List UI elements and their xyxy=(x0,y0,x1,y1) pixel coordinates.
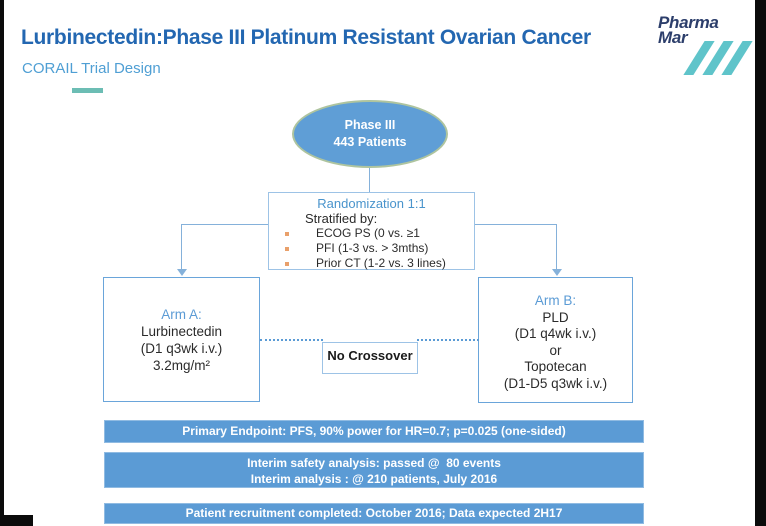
randomization-box: Randomization 1:1 Stratified by: ECOG PS… xyxy=(268,192,475,270)
letterbox-right xyxy=(755,0,766,526)
recruitment-banner: Patient recruitment completed: October 2… xyxy=(104,503,644,524)
connector-ellipse-to-randomization xyxy=(369,168,370,192)
interim-safety-text: Interim safety analysis: passed @ 80 eve… xyxy=(247,456,501,470)
pharmamar-logo: Pharma Mar xyxy=(656,13,755,77)
letterbox-bottom-left xyxy=(0,515,33,526)
arm-b-title: Arm B: xyxy=(534,293,577,308)
phase-ellipse: Phase III 443 Patients xyxy=(292,100,448,168)
slide-subtitle: CORAIL Trial Design xyxy=(22,60,161,77)
teal-dash-decoration xyxy=(72,88,103,93)
arm-a-line: (D1 q3wk i.v.) xyxy=(140,341,223,356)
interim-analysis-banner: Interim safety analysis: passed @ 80 eve… xyxy=(104,452,644,488)
primary-endpoint-banner: Primary Endpoint: PFS, 90% power for HR=… xyxy=(104,420,644,443)
arm-b-line: (D1-D5 q3wk i.v.) xyxy=(503,375,608,391)
interim-analysis-text: Interim analysis : @ 210 patients, July … xyxy=(250,472,498,486)
arm-a-title: Arm A: xyxy=(161,307,202,322)
arm-a-line: 3.2mg/m² xyxy=(152,358,210,373)
connector-left-vertical xyxy=(181,224,182,270)
arm-a-box: Arm A: Lurbinectedin (D1 q3wk i.v.) 3.2m… xyxy=(103,277,260,402)
no-crossover-dotted-line-right xyxy=(417,339,479,341)
logo-word-pharma: Pharma xyxy=(658,13,719,32)
stratification-list: ECOG PS (0 vs. ≥1 PFI (1-3 vs. > 3mths) … xyxy=(269,226,474,271)
stratification-item: ECOG PS (0 vs. ≥1 xyxy=(285,226,474,241)
arm-b-box: Arm B: PLD (D1 q4wk i.v.) or Topotecan (… xyxy=(478,277,633,403)
connector-left-horizontal xyxy=(181,224,268,225)
connector-right-horizontal xyxy=(475,224,556,225)
arrow-down-icon xyxy=(177,269,187,276)
stratified-by-label: Stratified by: xyxy=(305,211,378,226)
no-crossover-box: No Crossover xyxy=(322,342,418,374)
no-crossover-dotted-line-left xyxy=(260,339,323,341)
connector-right-vertical xyxy=(556,224,557,270)
pharmamar-logo-text: Pharma Mar xyxy=(658,13,719,47)
arrow-down-icon xyxy=(552,269,562,276)
arm-b-line: or xyxy=(549,342,562,358)
randomization-title: Randomization 1:1 xyxy=(317,196,426,211)
recruitment-text: Patient recruitment completed: October 2… xyxy=(185,506,563,520)
logo-word-mar: Mar xyxy=(658,28,688,47)
phase-line: Phase III xyxy=(344,118,396,132)
letterbox-left xyxy=(0,0,4,526)
stratification-item: PFI (1-3 vs. > 3mths) xyxy=(285,241,474,256)
logo-slashes-icon xyxy=(683,39,754,77)
patients-line: 443 Patients xyxy=(333,135,407,149)
primary-endpoint-text: Primary Endpoint: PFS, 90% power for HR=… xyxy=(182,424,566,438)
arm-b-line: Topotecan xyxy=(524,359,587,374)
arm-a-line: Lurbinectedin xyxy=(140,324,223,339)
stratification-item: Prior CT (1-2 vs. 3 lines) xyxy=(285,256,474,271)
arm-b-line: (D1 q4wk i.v.) xyxy=(514,326,597,341)
page-title: Lurbinectedin:Phase III Platinum Resista… xyxy=(21,26,591,49)
arm-b-line: PLD xyxy=(542,309,569,325)
